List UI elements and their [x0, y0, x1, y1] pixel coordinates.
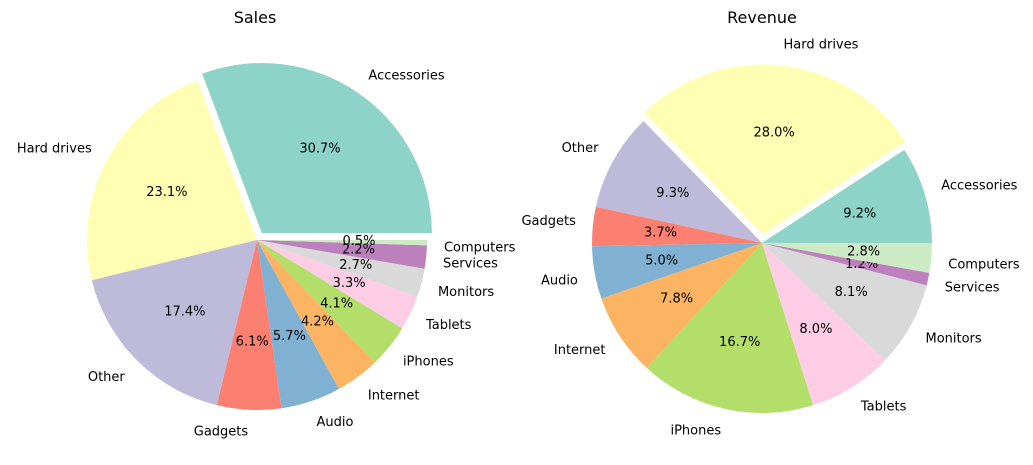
pie-slice-gadgets — [216, 240, 282, 410]
slice-category-label: Internet — [554, 343, 606, 358]
slice-category-label: Monitors — [438, 285, 494, 300]
slice-category-label: Other — [88, 370, 126, 385]
pie-slice-accessories — [762, 149, 932, 243]
slice-category-label: Services — [443, 257, 498, 272]
pie-slice-hard-drives — [86, 80, 257, 281]
pie-slice-computers — [762, 243, 932, 273]
chart-title: Revenue — [727, 8, 797, 27]
pie-slice-internet — [257, 240, 375, 389]
slice-percent-label: 16.7% — [719, 335, 760, 350]
pie-slice-monitors — [762, 243, 927, 361]
slice-percent-label: 5.0% — [645, 253, 678, 268]
pie-slice-audio — [257, 240, 339, 409]
slice-category-label: Internet — [368, 388, 420, 403]
slice-category-label: Audio — [541, 274, 578, 289]
slice-category-label: Computers — [948, 257, 1020, 272]
slice-category-label: Tablets — [425, 318, 472, 333]
slice-percent-label: 8.0% — [799, 322, 832, 337]
pie-slice-monitors — [257, 240, 425, 297]
pie-slice-hard-drives — [644, 64, 906, 235]
revenue-pie-chart: Revenue 9.2% Accessories 28.0% Hard drives 9… — [521, 8, 1019, 438]
pie-slice-tablets — [257, 240, 418, 329]
slice-percent-label: 2.8% — [847, 244, 880, 259]
slice-category-label: Computers — [444, 241, 516, 256]
slice-category-label: iPhones — [403, 355, 454, 370]
slice-percent-label: 4.1% — [320, 296, 353, 311]
slice-percent-label: 3.7% — [644, 226, 677, 241]
pie-slice-audio — [592, 243, 762, 299]
pie-slice-computers — [257, 240, 427, 246]
slice-percent-label: 8.1% — [835, 285, 868, 300]
slice-percent-label: 0.5% — [342, 234, 375, 249]
slice-category-label: Gadgets — [521, 214, 576, 229]
pie-slice-services — [762, 243, 930, 286]
pie-slice-iphones — [646, 243, 814, 414]
slice-percent-label: 9.3% — [656, 186, 689, 201]
slice-percent-label: 9.2% — [843, 206, 876, 221]
pie-slice-internet — [601, 243, 762, 368]
pie-slice-other — [595, 121, 762, 243]
chart-title: Sales — [234, 8, 277, 27]
sales-pie-chart: Sales 30.7% Accessories 23.1% Hard drives 17… — [17, 8, 516, 440]
slice-percent-label: 4.2% — [301, 315, 334, 330]
slice-category-label: Accessories — [368, 68, 444, 83]
slice-category-label: Services — [945, 281, 1000, 296]
pie-slice-gadgets — [592, 206, 762, 247]
pie-slice-accessories — [202, 63, 432, 234]
slice-percent-label: 2.2% — [342, 243, 375, 258]
pie-slice-iphones — [257, 240, 403, 363]
pie-slice-services — [257, 240, 427, 269]
slice-category-label: Monitors — [925, 332, 981, 347]
slice-category-label: Audio — [316, 415, 353, 430]
slice-percent-label: 3.3% — [333, 276, 366, 291]
slice-category-label: Gadgets — [194, 425, 249, 440]
slice-category-label: iPhones — [670, 423, 721, 438]
pie-slice-tablets — [762, 243, 886, 406]
slice-percent-label: 7.8% — [660, 291, 693, 306]
slice-percent-label: 30.7% — [299, 142, 340, 157]
slice-category-label: Hard drives — [783, 38, 858, 53]
slice-percent-label: 5.7% — [273, 329, 306, 344]
slice-percent-label: 23.1% — [146, 185, 187, 200]
slice-percent-label: 28.0% — [753, 126, 794, 141]
slice-percent-label: 2.7% — [339, 258, 372, 273]
pie-slice-other — [91, 240, 258, 406]
slice-category-label: Accessories — [941, 179, 1017, 194]
slice-percent-label: 17.4% — [164, 305, 205, 320]
slice-category-label: Other — [562, 141, 600, 156]
slice-percent-label: 6.1% — [236, 334, 269, 349]
slice-category-label: Hard drives — [17, 141, 92, 156]
slice-category-label: Tablets — [860, 400, 907, 415]
